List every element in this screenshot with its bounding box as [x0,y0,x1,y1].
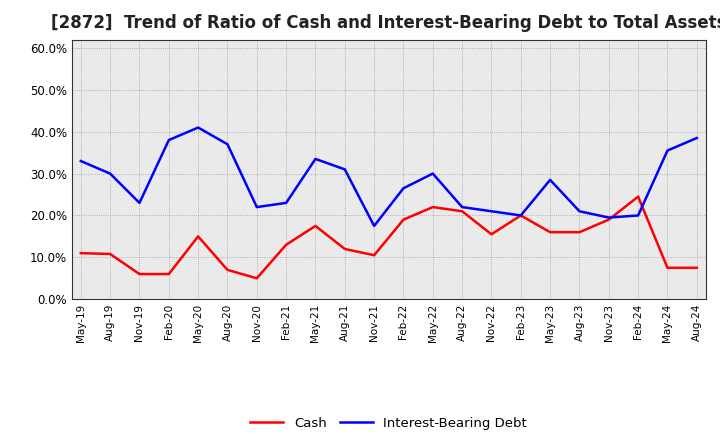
Cash [605,217,613,222]
Interest-Bearing Debt [194,125,202,130]
Interest-Bearing Debt [399,186,408,191]
Interest-Bearing Debt [135,200,144,205]
Cash [164,271,173,277]
Interest-Bearing Debt [693,136,701,141]
Cash [253,275,261,281]
Line: Cash: Cash [81,197,697,278]
Cash [311,223,320,228]
Interest-Bearing Debt [253,205,261,210]
Interest-Bearing Debt [370,223,379,228]
Cash [634,194,642,199]
Interest-Bearing Debt [341,167,349,172]
Interest-Bearing Debt [634,213,642,218]
Cash [106,251,114,257]
Interest-Bearing Debt [428,171,437,176]
Cash [135,271,144,277]
Interest-Bearing Debt [487,209,496,214]
Cash [575,230,584,235]
Cash [370,253,379,258]
Cash [76,250,85,256]
Cash [194,234,202,239]
Interest-Bearing Debt [311,156,320,161]
Cash [341,246,349,252]
Interest-Bearing Debt [164,137,173,143]
Cash [693,265,701,271]
Legend: Cash, Interest-Bearing Debt: Cash, Interest-Bearing Debt [245,412,533,436]
Interest-Bearing Debt [106,171,114,176]
Interest-Bearing Debt [605,215,613,220]
Interest-Bearing Debt [76,158,85,164]
Cash [516,213,525,218]
Cash [546,230,554,235]
Interest-Bearing Debt [516,213,525,218]
Cash [282,242,290,247]
Cash [458,209,467,214]
Cash [428,205,437,210]
Line: Interest-Bearing Debt: Interest-Bearing Debt [81,128,697,226]
Cash [663,265,672,271]
Cash [223,267,232,272]
Interest-Bearing Debt [458,205,467,210]
Interest-Bearing Debt [223,142,232,147]
Interest-Bearing Debt [546,177,554,183]
Interest-Bearing Debt [663,148,672,153]
Interest-Bearing Debt [575,209,584,214]
Title: [2872]  Trend of Ratio of Cash and Interest-Bearing Debt to Total Assets: [2872] Trend of Ratio of Cash and Intere… [51,15,720,33]
Interest-Bearing Debt [282,200,290,205]
Cash [487,231,496,237]
Cash [399,217,408,222]
